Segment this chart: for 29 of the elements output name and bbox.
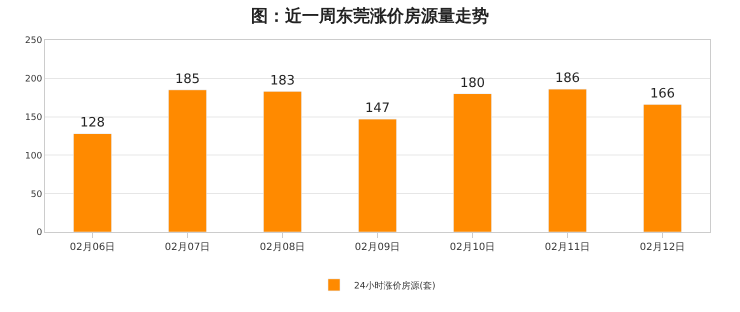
data-label: 180 <box>460 76 485 91</box>
data-label: 147 <box>365 101 390 116</box>
bar <box>453 94 492 232</box>
bar <box>73 133 112 232</box>
y-tick-label: 0 <box>36 228 42 238</box>
x-tick-label: 02月10日 <box>450 242 496 253</box>
legend-label: 24小时涨价房源(套) <box>354 280 436 292</box>
bar <box>643 104 682 232</box>
chart-title: 图：近一周东莞涨价房源量走势 <box>251 6 489 26</box>
data-label: 128 <box>80 116 105 131</box>
bar <box>263 91 302 232</box>
x-tick-label: 02月12日 <box>640 242 686 253</box>
x-tick-label: 02月11日 <box>544 242 590 253</box>
x-tick-label: 02月08日 <box>260 242 306 253</box>
x-tick-label: 02月09日 <box>354 242 400 253</box>
y-tick-label: 150 <box>25 112 42 123</box>
bar <box>358 118 397 232</box>
bar <box>168 90 207 232</box>
y-tick-label: 200 <box>25 74 42 85</box>
y-tick-label: 250 <box>25 36 42 46</box>
data-label: 186 <box>555 71 580 86</box>
x-tick-label: 02月07日 <box>164 242 210 253</box>
data-label: 183 <box>270 73 295 88</box>
y-tick-label: 100 <box>25 151 42 162</box>
data-label: 185 <box>175 72 200 87</box>
x-tick-label: 02月06日 <box>70 242 116 253</box>
bar <box>548 88 587 232</box>
y-tick-label: 50 <box>30 190 42 200</box>
data-label: 166 <box>650 86 675 102</box>
